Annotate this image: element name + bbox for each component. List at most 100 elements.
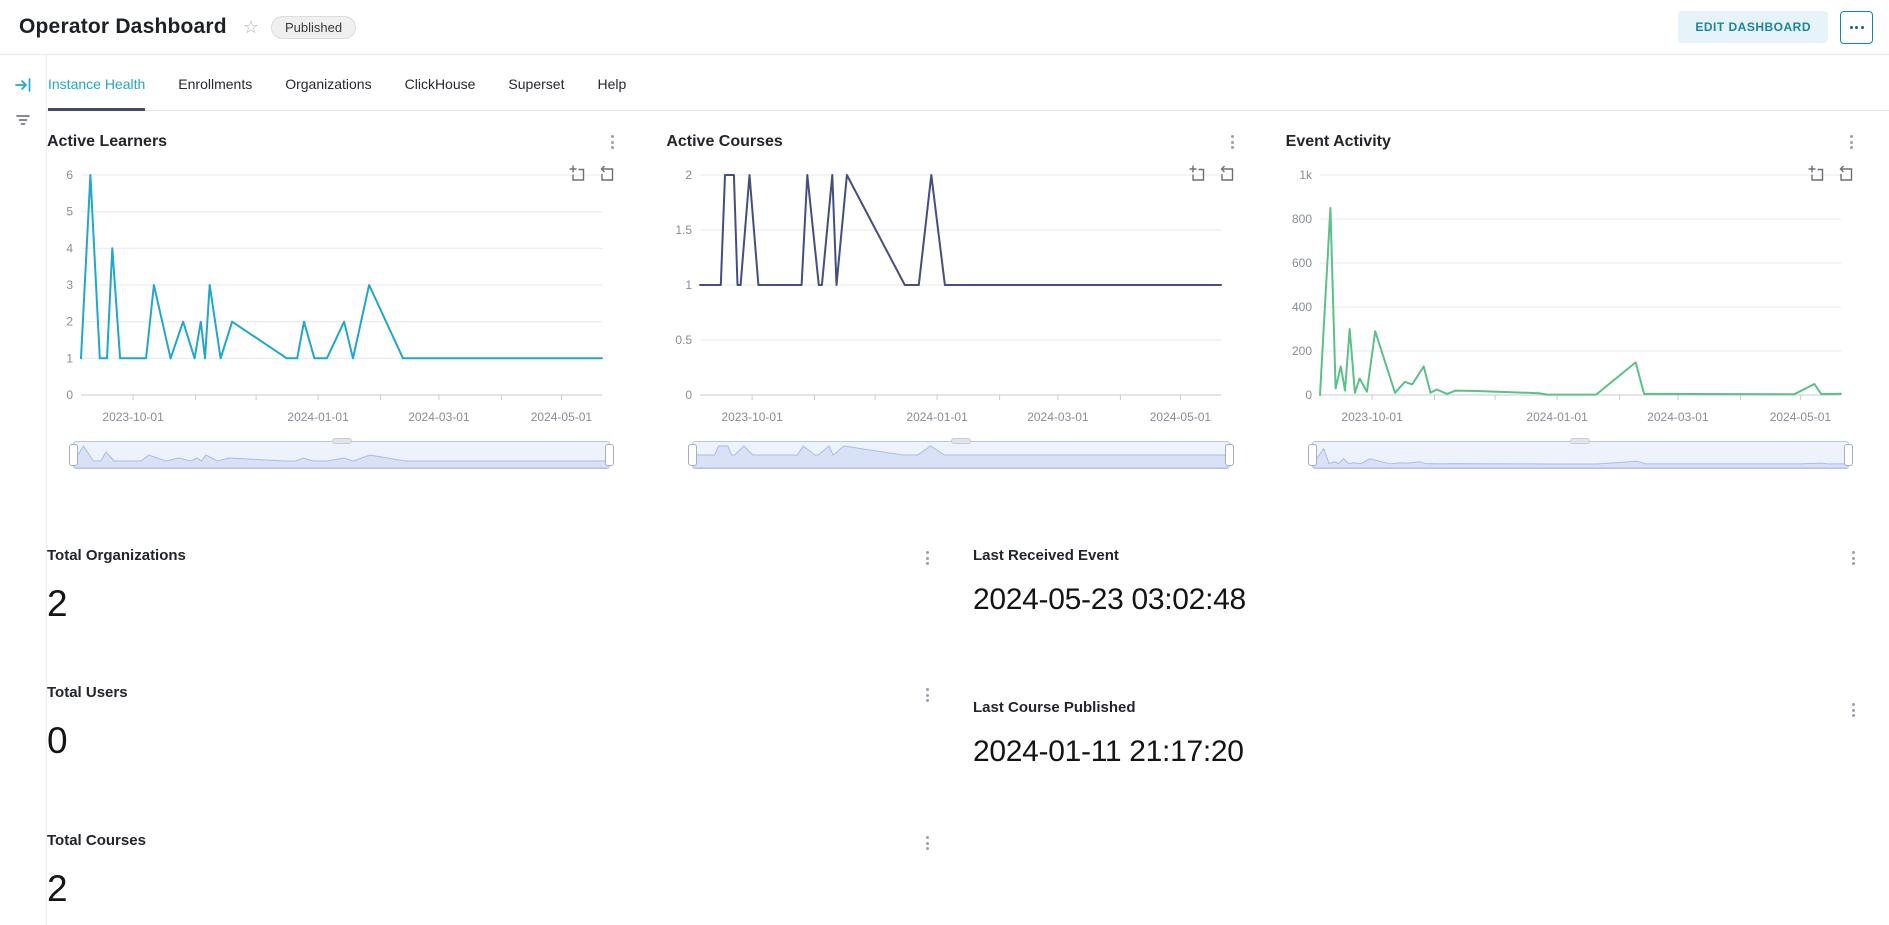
zoom-reset-icon[interactable] (1837, 165, 1855, 183)
bignum-total-organizations: Total Organizations 2 (47, 547, 935, 684)
svg-text:2: 2 (66, 315, 73, 329)
ellipsis-icon (1849, 25, 1853, 29)
svg-text:2023-10-01: 2023-10-01 (722, 410, 784, 424)
bignum-title: Total Courses (47, 832, 146, 849)
svg-text:1.5: 1.5 (676, 223, 693, 237)
slider-handle-left[interactable] (69, 444, 78, 466)
slider-handle-right[interactable] (1843, 444, 1853, 466)
chart-options-button[interactable] (1846, 699, 1861, 721)
tab-superset[interactable]: Superset (508, 76, 565, 92)
big-number-grid: Total Organizations 2 Last Received Even… (47, 547, 1889, 910)
filter-icon[interactable] (15, 113, 31, 132)
svg-text:200: 200 (1292, 344, 1312, 358)
chart-options-button[interactable] (605, 131, 620, 153)
expand-filter-bar-icon[interactable] (14, 77, 32, 98)
svg-text:5: 5 (66, 205, 73, 219)
empty-cell (973, 832, 1861, 910)
svg-text:0: 0 (1305, 388, 1312, 402)
tab-help[interactable]: Help (597, 76, 627, 92)
more-options-button[interactable] (1840, 10, 1873, 44)
svg-text:4: 4 (66, 241, 73, 255)
bignum-last-received-event: Last Received Event 2024-05-23 03:02:48 (973, 547, 1861, 684)
bignum-title: Total Users (47, 684, 128, 701)
svg-text:2024-01-01: 2024-01-01 (907, 410, 969, 424)
svg-text:0.5: 0.5 (676, 333, 693, 347)
svg-text:2: 2 (686, 168, 693, 182)
svg-text:600: 600 (1292, 256, 1312, 270)
slider-grip[interactable] (950, 438, 971, 444)
svg-text:2024-01-01: 2024-01-01 (287, 410, 349, 424)
dashboard-header: Operator Dashboard ☆ Published EDIT DASH… (0, 0, 1889, 55)
header-actions: EDIT DASHBOARD (1678, 10, 1873, 44)
time-range-slider[interactable] (688, 438, 1234, 469)
chart-title: Event Activity (1285, 133, 1391, 150)
bignum-value: 2024-05-23 03:02:48 (973, 583, 1246, 616)
slider-grip[interactable] (331, 438, 352, 444)
slider-handle-left[interactable] (688, 444, 698, 466)
svg-text:2024-05-01: 2024-05-01 (1150, 410, 1212, 424)
chart-options-button[interactable] (920, 684, 935, 706)
svg-text:3: 3 (66, 278, 73, 292)
svg-text:800: 800 (1292, 212, 1312, 226)
bignum-value: 2 (47, 583, 68, 624)
time-range-slider[interactable] (1307, 438, 1853, 469)
chart-title: Active Learners (47, 133, 168, 150)
svg-text:0: 0 (686, 388, 693, 402)
chart-canvas[interactable]: 0 0.5 1 1.5 2 2023-10-01 2024-01-01 2024-03-01 2… (666, 159, 1239, 431)
chart-title: Active Courses (666, 133, 783, 150)
chart-options-button[interactable] (1844, 131, 1859, 153)
tab-clickhouse[interactable]: ClickHouse (404, 76, 476, 92)
chart-card-event-activity: Event Activity 0 200 400 600 800 (1286, 125, 1859, 469)
chart-canvas[interactable]: 0 1 2 3 4 5 6 2023-10-01 2024-01-01 2024-03-01 202… (47, 159, 620, 431)
svg-text:2024-03-01: 2024-03-01 (1028, 410, 1090, 424)
svg-text:1: 1 (66, 351, 73, 365)
zoom-select-icon[interactable] (1808, 165, 1826, 183)
chart-options-button[interactable] (1225, 131, 1240, 153)
charts-row: Active Learners 0 1 2 3 4 5 6 2023- (47, 111, 1889, 469)
bignum-value: 2 (47, 868, 68, 909)
chart-options-button[interactable] (920, 832, 935, 854)
bignum-title: Total Organizations (47, 547, 186, 564)
zoom-select-icon[interactable] (1189, 165, 1207, 183)
zoom-reset-icon[interactable] (598, 165, 616, 183)
chart-options-button[interactable] (920, 547, 935, 569)
slider-handle-right[interactable] (605, 444, 615, 466)
slider-handle-right[interactable] (1224, 444, 1234, 466)
svg-text:400: 400 (1292, 300, 1312, 314)
bignum-value: 0 (47, 720, 68, 761)
chart-card-active-courses: Active Courses 0 0.5 1 1.5 2 2023 (666, 125, 1239, 469)
tab-instance-health[interactable]: Instance Health (48, 55, 146, 111)
bignum-title: Last Received Event (973, 547, 1119, 564)
bignum-last-course-published: Last Course Published 2024-01-11 21:17:2… (973, 684, 1861, 832)
svg-text:1: 1 (686, 278, 693, 292)
tab-enrollments[interactable]: Enrollments (178, 76, 253, 92)
svg-text:2024-03-01: 2024-03-01 (1647, 410, 1709, 424)
svg-text:2024-05-01: 2024-05-01 (1769, 410, 1831, 424)
zoom-reset-icon[interactable] (1218, 165, 1236, 183)
svg-text:2023-10-01: 2023-10-01 (1341, 410, 1403, 424)
time-range-slider[interactable] (69, 438, 615, 469)
svg-text:1k: 1k (1299, 168, 1313, 182)
slider-handle-left[interactable] (1307, 444, 1317, 466)
svg-text:0: 0 (66, 388, 73, 402)
svg-text:6: 6 (66, 168, 73, 182)
dashboard-tabs: Instance Health Enrollments Organization… (47, 55, 1889, 111)
bignum-title: Last Course Published (973, 699, 1136, 716)
bignum-value: 2024-01-11 21:17:20 (973, 735, 1244, 768)
chart-canvas[interactable]: 0 200 400 600 800 1k 2023-10-01 2024-01-01 2024-… (1286, 159, 1859, 431)
bignum-total-users: Total Users 0 (47, 684, 935, 832)
svg-text:2024-05-01: 2024-05-01 (531, 410, 593, 424)
chart-options-button[interactable] (1846, 547, 1861, 569)
status-badge[interactable]: Published (270, 15, 357, 39)
favorite-star-icon[interactable]: ☆ (242, 17, 259, 37)
tab-organizations[interactable]: Organizations (285, 76, 372, 92)
svg-text:2023-10-01: 2023-10-01 (102, 410, 164, 424)
slider-grip[interactable] (1570, 438, 1591, 444)
zoom-select-icon[interactable] (569, 165, 587, 183)
bignum-total-courses: Total Courses 2 (47, 832, 935, 910)
svg-text:2024-01-01: 2024-01-01 (1526, 410, 1588, 424)
filter-bar-collapsed (0, 55, 47, 925)
svg-text:2024-03-01: 2024-03-01 (408, 410, 470, 424)
edit-dashboard-button[interactable]: EDIT DASHBOARD (1678, 11, 1828, 43)
chart-card-active-learners: Active Learners 0 1 2 3 4 5 6 2023- (47, 125, 620, 469)
